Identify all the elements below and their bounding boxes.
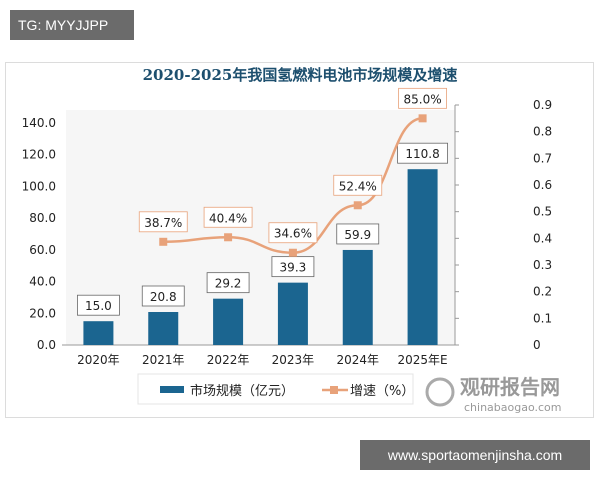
bar-label-box: [141, 285, 185, 307]
growth-marker: [159, 237, 168, 246]
right-tick-label: 0.4: [533, 231, 552, 245]
x-tick-label: 2020年: [77, 353, 120, 367]
right-tick-label: 0: [533, 338, 541, 352]
left-tick-label: 60.0: [29, 243, 56, 257]
x-tick-label: 2021年: [142, 353, 185, 367]
left-tick-label: 120.0: [22, 148, 56, 162]
chart-title: 2020-2025年我国氢燃料电池市场规模及增速: [143, 66, 458, 84]
right-tick-label: 0.3: [533, 258, 552, 272]
bar-data-label: 110.8: [405, 147, 439, 161]
bar-data-label: 59.9: [344, 228, 371, 242]
x-tick-label: 2023年: [272, 353, 315, 367]
right-tick-label: 0.1: [533, 311, 552, 325]
growth-label-box: [268, 222, 318, 244]
legend-line-label: 增速（%）: [350, 384, 414, 399]
bar-data-label: 39.3: [280, 261, 307, 275]
x-tick-label: 2024年: [336, 353, 379, 367]
left-tick-label: 140.0: [22, 116, 56, 130]
left-tick-label: 0.0: [37, 338, 56, 352]
header-tag: TG: MYYJJPP: [10, 10, 134, 40]
watermark-en: chinabaogao.com: [464, 401, 562, 414]
right-tick-label: 0.6: [533, 178, 552, 192]
bar-2021年: [148, 311, 179, 345]
bar-data-label: 15.0: [85, 299, 112, 313]
right-tick-label: 0.9: [533, 98, 552, 112]
legend-bar-swatch: [160, 386, 184, 393]
bar-label-box: [397, 142, 448, 164]
right-tick-label: 0.5: [533, 205, 552, 219]
growth-data-label: 34.6%: [274, 227, 312, 241]
left-tick-label: 80.0: [29, 211, 56, 225]
growth-data-label: 38.7%: [144, 216, 182, 230]
watermark-cn: 观研报告网: [460, 375, 560, 399]
x-tick-label: 2025年E: [398, 353, 448, 367]
footer-site: www.sportaomenjinsha.com: [360, 440, 590, 470]
left-tick-label: 40.0: [29, 275, 56, 289]
growth-data-label: 85.0%: [404, 92, 442, 106]
growth-label-box: [138, 211, 188, 233]
growth-label-box: [333, 174, 383, 196]
right-tick-label: 0.7: [533, 151, 552, 165]
growth-marker: [288, 248, 297, 257]
legend-bar-label: 市场规模（亿元）: [190, 383, 294, 399]
bar-2020年: [83, 321, 114, 345]
right-tick-label: 0.8: [533, 125, 552, 139]
x-tick-label: 2022年: [207, 353, 250, 367]
growth-marker: [353, 201, 362, 210]
growth-label-box: [398, 87, 447, 109]
bar-2024年: [342, 249, 373, 345]
bar-label-box: [206, 272, 250, 294]
growth-label-box: [203, 206, 253, 228]
growth-data-label: 40.4%: [209, 211, 247, 225]
growth-data-label: 52.4%: [339, 179, 377, 193]
legend-line-marker: [330, 386, 338, 394]
right-tick-label: 0.2: [533, 285, 552, 299]
left-tick-label: 100.0: [22, 179, 56, 193]
bar-label-box: [77, 294, 120, 316]
growth-marker: [224, 233, 233, 242]
bar-2025年E: [407, 169, 438, 345]
growth-marker: [418, 114, 427, 123]
bar-2022年: [213, 298, 244, 345]
watermark-logo-icon: [425, 377, 455, 407]
watermark: 观研报告网 chinabaogao.com: [425, 375, 562, 414]
bar-label-box: [336, 223, 380, 245]
plot-area: [66, 110, 455, 345]
bar-2023年: [277, 282, 308, 345]
bar-data-label: 20.8: [150, 290, 177, 304]
growth-line: [163, 117, 423, 254]
bar-data-label: 29.2: [215, 277, 242, 291]
left-tick-label: 20.0: [29, 306, 56, 320]
